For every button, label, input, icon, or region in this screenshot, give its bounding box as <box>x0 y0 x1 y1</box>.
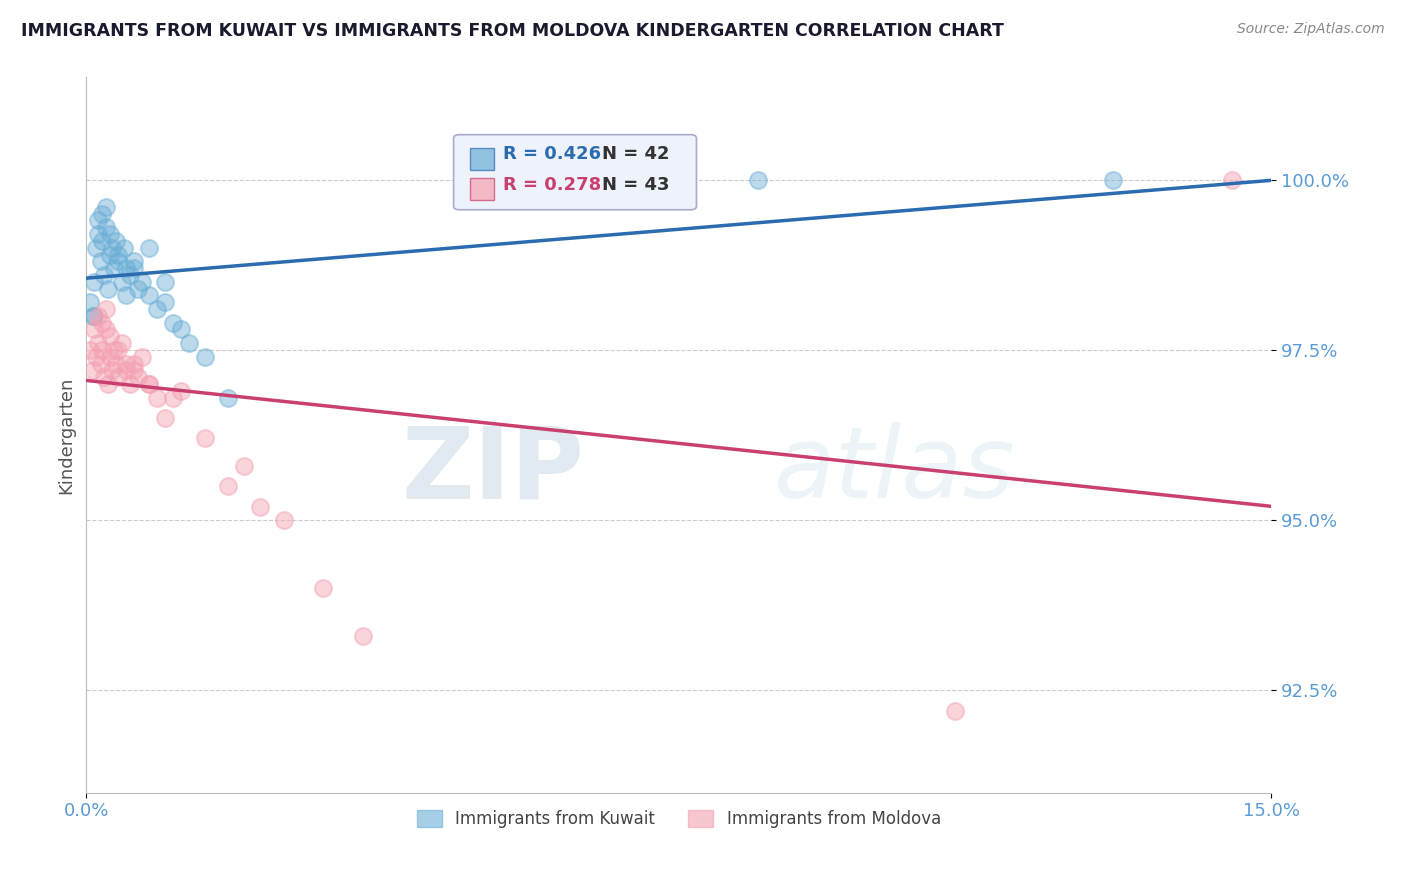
Point <box>100 241 122 255</box>
Point <box>1220 172 1243 186</box>
Point <box>82 363 104 377</box>
Point <box>194 432 217 446</box>
Point <box>103 261 125 276</box>
Text: N = 42: N = 42 <box>602 145 669 163</box>
Point <box>162 391 184 405</box>
Point <box>98 350 121 364</box>
Point <box>127 282 149 296</box>
Point <box>98 227 121 241</box>
Point <box>114 288 136 302</box>
Point <box>273 513 295 527</box>
Point <box>138 376 160 391</box>
Point <box>352 629 374 643</box>
Point <box>217 391 239 405</box>
Point <box>87 227 110 241</box>
Point <box>84 241 107 255</box>
Point <box>103 343 125 357</box>
Point <box>82 309 104 323</box>
Text: IMMIGRANTS FROM KUWAIT VS IMMIGRANTS FROM MOLDOVA KINDERGARTEN CORRELATION CHART: IMMIGRANTS FROM KUWAIT VS IMMIGRANTS FRO… <box>21 22 1004 40</box>
Point <box>138 376 160 391</box>
FancyBboxPatch shape <box>454 135 696 210</box>
Y-axis label: Kindergarten: Kindergarten <box>58 376 75 494</box>
Point <box>170 322 193 336</box>
Point <box>118 268 141 282</box>
Point <box>91 234 114 248</box>
Point <box>94 220 117 235</box>
Point <box>747 172 769 186</box>
Legend: Immigrants from Kuwait, Immigrants from Moldova: Immigrants from Kuwait, Immigrants from … <box>411 803 948 834</box>
Point <box>87 336 110 351</box>
Point <box>100 363 122 377</box>
Point <box>114 363 136 377</box>
Point <box>122 363 145 377</box>
Point <box>84 350 107 364</box>
Point <box>83 322 105 336</box>
Point <box>94 200 117 214</box>
Point <box>312 582 335 596</box>
Point <box>118 376 141 391</box>
Point <box>83 309 105 323</box>
Point <box>111 275 134 289</box>
Point <box>89 254 111 268</box>
Point <box>943 704 966 718</box>
Point <box>87 309 110 323</box>
Point <box>155 411 177 425</box>
Point <box>107 254 129 268</box>
Point <box>98 247 121 261</box>
Point <box>93 268 115 282</box>
Point <box>170 384 193 398</box>
Point <box>107 343 129 357</box>
Point <box>1102 172 1125 186</box>
Point <box>94 301 117 316</box>
Point <box>131 350 153 364</box>
FancyBboxPatch shape <box>470 148 494 169</box>
Text: atlas: atlas <box>773 422 1015 519</box>
Point <box>155 275 177 289</box>
Point <box>91 207 114 221</box>
Point <box>146 391 169 405</box>
Text: ZIP: ZIP <box>401 422 583 519</box>
Point <box>177 336 200 351</box>
Point <box>146 301 169 316</box>
Point <box>194 350 217 364</box>
Point <box>138 241 160 255</box>
Point <box>112 241 135 255</box>
Point <box>114 261 136 276</box>
Point <box>249 500 271 514</box>
Text: Source: ZipAtlas.com: Source: ZipAtlas.com <box>1237 22 1385 37</box>
Point <box>217 479 239 493</box>
Point <box>79 343 101 357</box>
Point <box>122 254 145 268</box>
Point <box>83 275 105 289</box>
Point <box>162 316 184 330</box>
Point <box>122 261 145 276</box>
Point <box>89 357 111 371</box>
Point <box>107 247 129 261</box>
Text: R = 0.278: R = 0.278 <box>503 176 602 194</box>
FancyBboxPatch shape <box>470 178 494 200</box>
Text: R = 0.426: R = 0.426 <box>503 145 602 163</box>
Point <box>105 357 128 371</box>
Point <box>155 295 177 310</box>
Point <box>97 376 120 391</box>
Point <box>138 288 160 302</box>
Point <box>87 213 110 227</box>
Point <box>127 370 149 384</box>
Point <box>98 329 121 343</box>
Point <box>122 357 145 371</box>
Point <box>105 234 128 248</box>
Text: N = 43: N = 43 <box>602 176 669 194</box>
Point <box>111 336 134 351</box>
Point <box>131 275 153 289</box>
Point <box>93 370 115 384</box>
Point <box>233 458 256 473</box>
Point <box>91 343 114 357</box>
Point <box>107 370 129 384</box>
Point <box>91 316 114 330</box>
Point <box>79 295 101 310</box>
Point <box>114 357 136 371</box>
Point <box>94 322 117 336</box>
Point <box>97 282 120 296</box>
